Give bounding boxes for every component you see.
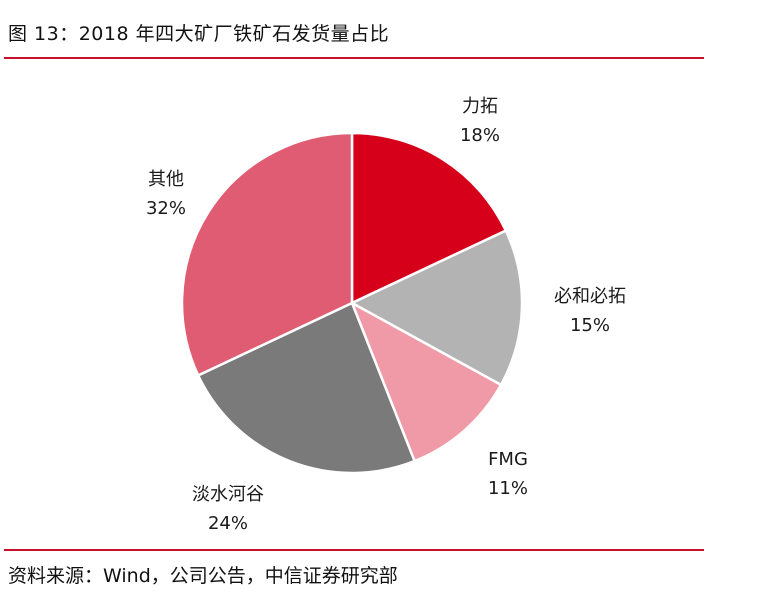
slice-label-percent-5: 32%: [146, 198, 186, 219]
slice-label-percent-3: 11%: [488, 478, 528, 499]
pie-slice-2: [350, 229, 524, 387]
pie-slice-1: [350, 131, 508, 305]
pie-slice-5: [180, 131, 354, 377]
slice-label-name-5: 其他: [148, 169, 184, 190]
pie-chart: 力拓 18% 必和必拓 15% FMG 11% 淡水河谷 24% 其他 32%: [146, 96, 626, 534]
pie-slices: [180, 131, 524, 475]
pie-slice-4: [196, 301, 416, 475]
slice-label-name-4: 淡水河谷: [192, 484, 264, 505]
top-rule: [4, 57, 704, 59]
source-note: 资料来源：Wind，公司公告，中信证券研究部: [8, 565, 398, 587]
pie-slice-3: [350, 301, 503, 463]
slice-label-percent-2: 15%: [570, 315, 610, 336]
bottom-rule: [4, 549, 704, 551]
slice-label-percent-1: 18%: [460, 125, 500, 146]
slice-label-percent-4: 24%: [208, 513, 248, 534]
pie-labels: 力拓 18% 必和必拓 15% FMG 11% 淡水河谷 24% 其他 32%: [146, 96, 626, 534]
figure-title: 图 13：2018 年四大矿厂铁矿石发货量占比: [8, 23, 390, 45]
slice-label-name-1: 力拓: [462, 96, 498, 117]
slice-label-name-3: FMG: [488, 449, 528, 470]
slice-label-name-2: 必和必拓: [554, 286, 626, 307]
